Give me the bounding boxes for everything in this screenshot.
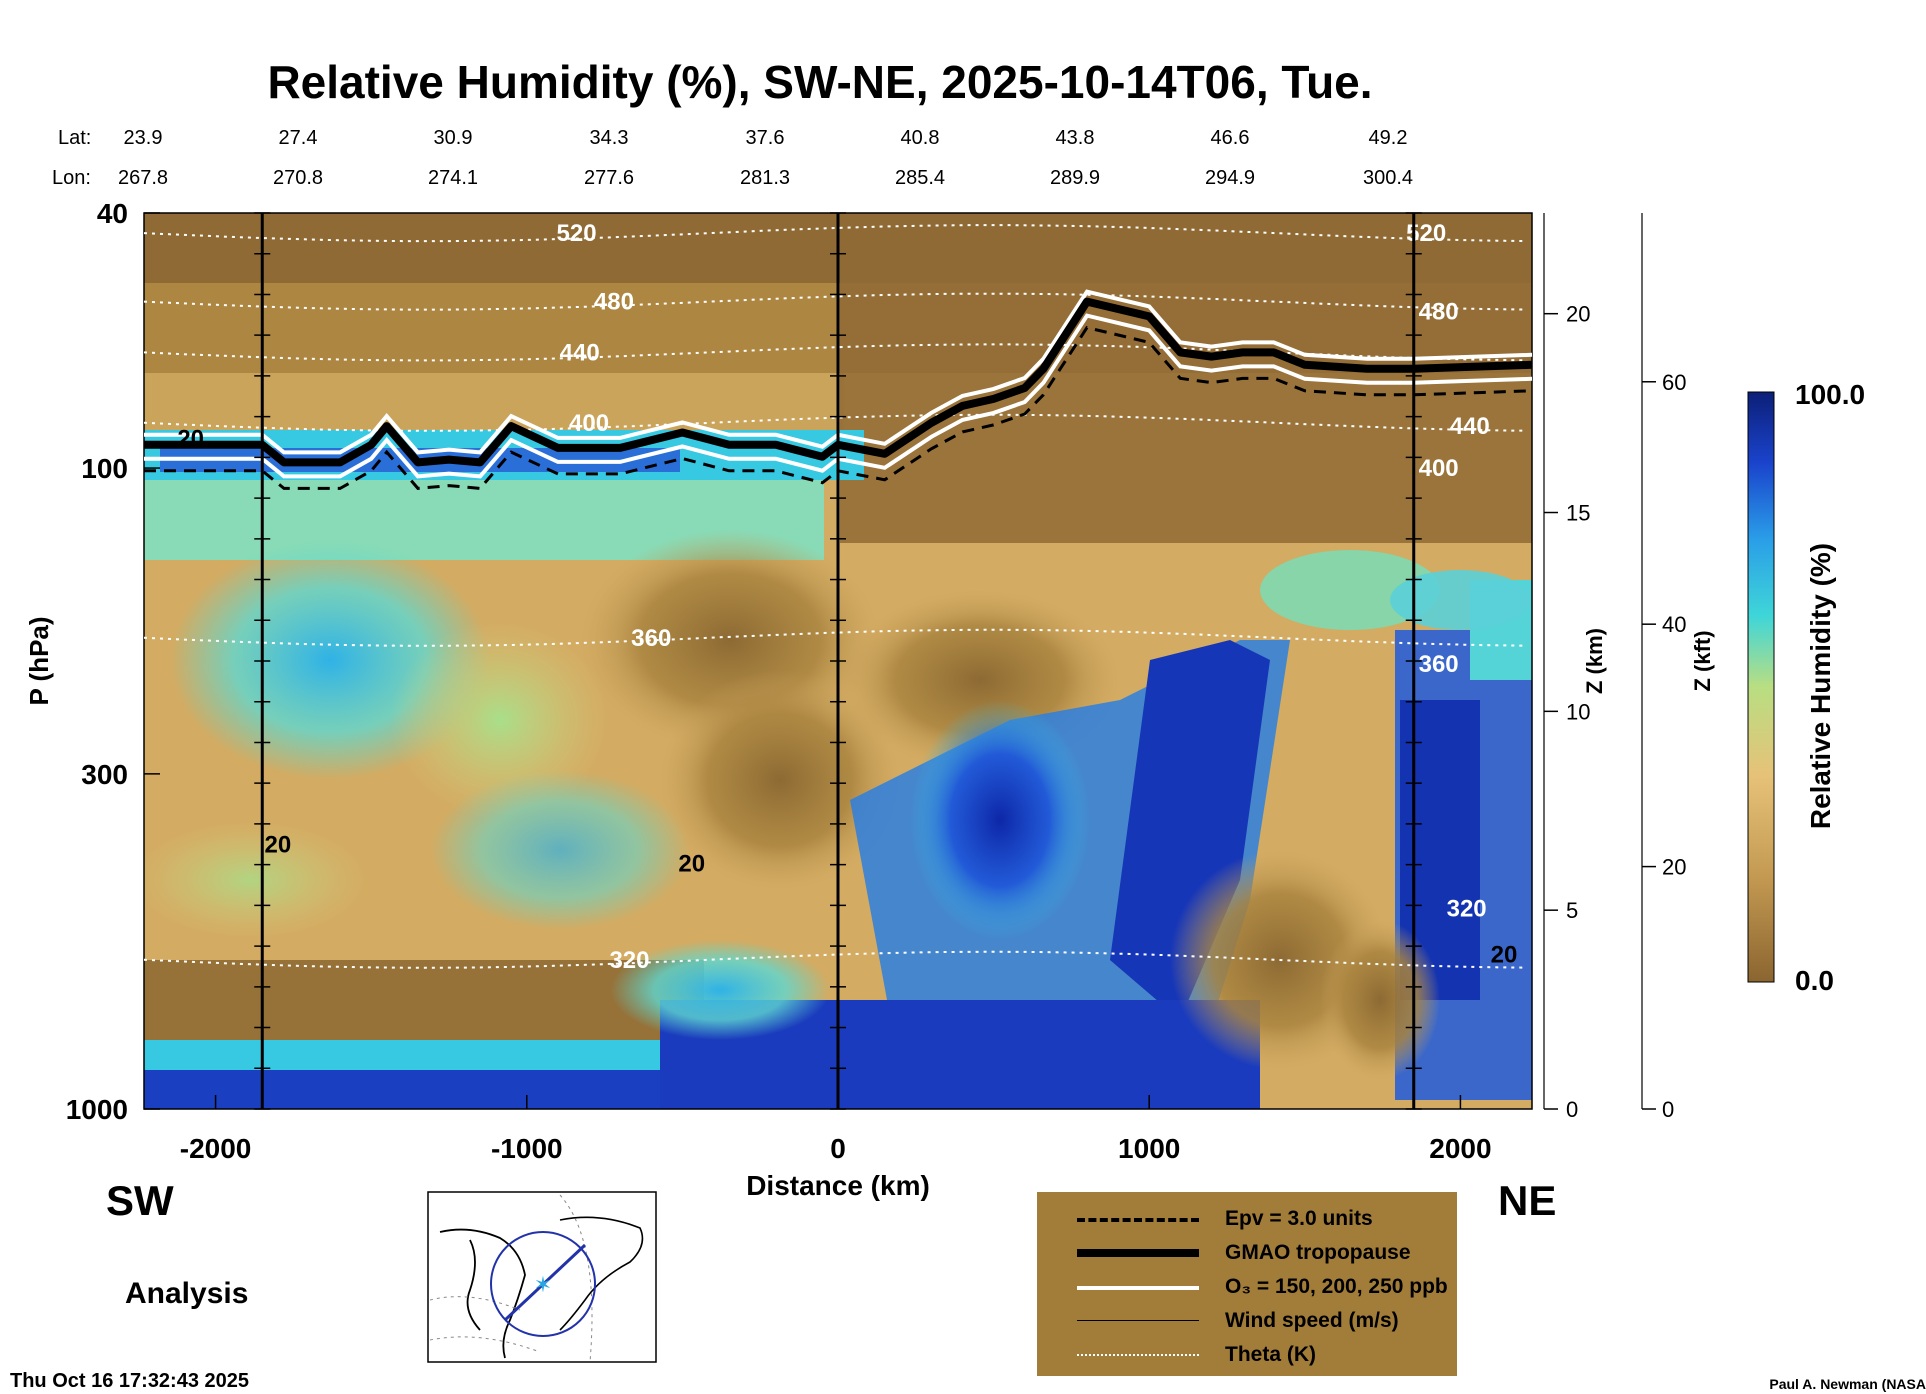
z-km-tick-label: 10 — [1566, 699, 1590, 724]
lat-value: 43.8 — [1056, 127, 1095, 149]
y-axis: 40 100 300 1000 — [66, 198, 160, 1125]
z-kft-label: Z (kft) — [1690, 630, 1715, 691]
colorbar-label: Relative Humidity (%) — [1805, 543, 1836, 829]
theta-label: 320 — [609, 947, 649, 974]
sw-label: SW — [106, 1177, 174, 1224]
lon-values: 267.8 270.8 274.1 277.6 281.3 285.4 289.9 294.9… — [118, 167, 1413, 189]
lat-value: 23.9 — [124, 127, 163, 149]
tropopause-line — [144, 297, 1533, 467]
x-axis-label: Distance (km) — [746, 1170, 930, 1201]
lat-value: 37.6 — [746, 127, 785, 149]
legend-box: Epv = 3.0 units GMAO tropopause O₃ = 150… — [1037, 1192, 1457, 1376]
wind-speed-label: 20 — [177, 426, 204, 453]
legend-item-ozone: O₃ = 150, 200, 250 ppb — [1037, 1272, 1457, 1302]
x-tick-label: 0 — [830, 1133, 846, 1164]
lat-value: 27.4 — [279, 127, 318, 149]
ozone-contour — [144, 313, 1533, 479]
lon-value: 274.1 — [428, 167, 478, 189]
lon-value: 300.4 — [1363, 167, 1413, 189]
lat-values: 23.9 27.4 30.9 34.3 37.6 40.8 43.8 46.6 49.2 — [124, 127, 1408, 149]
lat-value: 49.2 — [1369, 127, 1408, 149]
lat-value: 34.3 — [590, 127, 629, 149]
lon-value: 267.8 — [118, 167, 168, 189]
lon-label: Lon: — [52, 167, 91, 189]
credit: Paul A. Newman (NASA — [1769, 1376, 1926, 1392]
z-kft-tick-label: 0 — [1662, 1097, 1674, 1122]
lat-value: 30.9 — [434, 127, 473, 149]
z-km-label: Z (km) — [1582, 628, 1607, 694]
theta-label: 440 — [1450, 413, 1490, 440]
lat-value: 46.6 — [1211, 127, 1250, 149]
legend-item-tropopause: GMAO tropopause — [1037, 1238, 1457, 1268]
wind-speed-label: 20 — [264, 832, 291, 859]
z-km-tick-label: 20 — [1566, 302, 1590, 327]
theta-label: 400 — [1419, 455, 1459, 482]
legend-item-theta: Theta (K) — [1037, 1340, 1457, 1370]
theta-contours — [144, 224, 1525, 969]
legend-item-wind: Wind speed (m/s) — [1037, 1306, 1457, 1336]
x-tick-label: 2000 — [1429, 1133, 1491, 1164]
wind-speed-label: 20 — [678, 851, 705, 878]
theta-label: 400 — [569, 410, 609, 437]
y-axis-label: P (hPa) — [24, 616, 54, 705]
lon-value: 285.4 — [895, 167, 945, 189]
legend-item-epv: Epv = 3.0 units — [1037, 1204, 1457, 1234]
theta-label: 520 — [557, 220, 597, 247]
theta-label: 440 — [560, 339, 600, 366]
lat-value: 40.8 — [901, 127, 940, 149]
theta-label: 320 — [1447, 896, 1487, 923]
z-kft-axis: 0 20 40 60 — [1641, 213, 1686, 1122]
wind-speed-labels: 20 20 20 20 — [177, 426, 1517, 969]
lon-value: 277.6 — [584, 167, 634, 189]
timestamp: Thu Oct 16 17:32:43 2025 — [10, 1370, 250, 1392]
z-km-tick-label: 15 — [1566, 501, 1590, 526]
lon-value: 289.9 — [1050, 167, 1100, 189]
theta-contour — [144, 224, 1525, 243]
epv-contour — [144, 325, 1533, 490]
z-km-tick-label: 5 — [1566, 898, 1578, 923]
lon-value: 294.9 — [1205, 167, 1255, 189]
y-tick-label: 1000 — [66, 1094, 128, 1125]
analysis-label: Analysis — [125, 1277, 248, 1310]
x-tick-label: -1000 — [491, 1133, 563, 1164]
x-tick-label: 1000 — [1118, 1133, 1180, 1164]
y-tick-label: 100 — [81, 453, 128, 484]
x-tick-label: -2000 — [180, 1133, 252, 1164]
ne-label: NE — [1498, 1177, 1556, 1224]
theta-contour — [144, 343, 1525, 362]
y-tick-label: 300 — [81, 759, 128, 790]
chart-title: Relative Humidity (%), SW-NE, 2025-10-14… — [267, 56, 1372, 108]
theta-contour — [144, 628, 1525, 647]
colorbar — [1747, 391, 1775, 983]
gmao-tropopause — [144, 289, 1533, 490]
lon-value: 281.3 — [740, 167, 790, 189]
theta-label: 480 — [1419, 299, 1459, 326]
colorbar-max: 100.0 — [1795, 379, 1865, 410]
theta-label: 480 — [594, 289, 634, 316]
theta-contour — [144, 292, 1525, 311]
theta-label: 360 — [1419, 651, 1459, 678]
theta-contour — [144, 413, 1525, 432]
lon-value: 270.8 — [273, 167, 323, 189]
x-axis: -2000 -1000 0 1000 2000 — [180, 1095, 1492, 1164]
theta-label: 520 — [1406, 220, 1446, 247]
z-kft-tick-label: 40 — [1662, 612, 1686, 637]
inset-map: ✶ — [427, 1191, 657, 1363]
location-markers — [254, 212, 1422, 1110]
y-tick-label: 40 — [97, 198, 128, 229]
z-kft-tick-label: 60 — [1662, 370, 1686, 395]
colorbar-min: 0.0 — [1795, 965, 1834, 996]
wind-speed-label: 20 — [1491, 941, 1518, 968]
theta-label: 360 — [631, 625, 671, 652]
z-km-tick-label: 0 — [1566, 1097, 1578, 1122]
z-kft-tick-label: 20 — [1662, 855, 1686, 880]
svg-text:✶: ✶ — [534, 1273, 552, 1298]
ozone-contour — [144, 289, 1533, 455]
theta-contour — [144, 950, 1525, 969]
z-km-axis: 0 5 10 15 20 — [1543, 213, 1590, 1122]
lat-label: Lat: — [58, 127, 91, 149]
